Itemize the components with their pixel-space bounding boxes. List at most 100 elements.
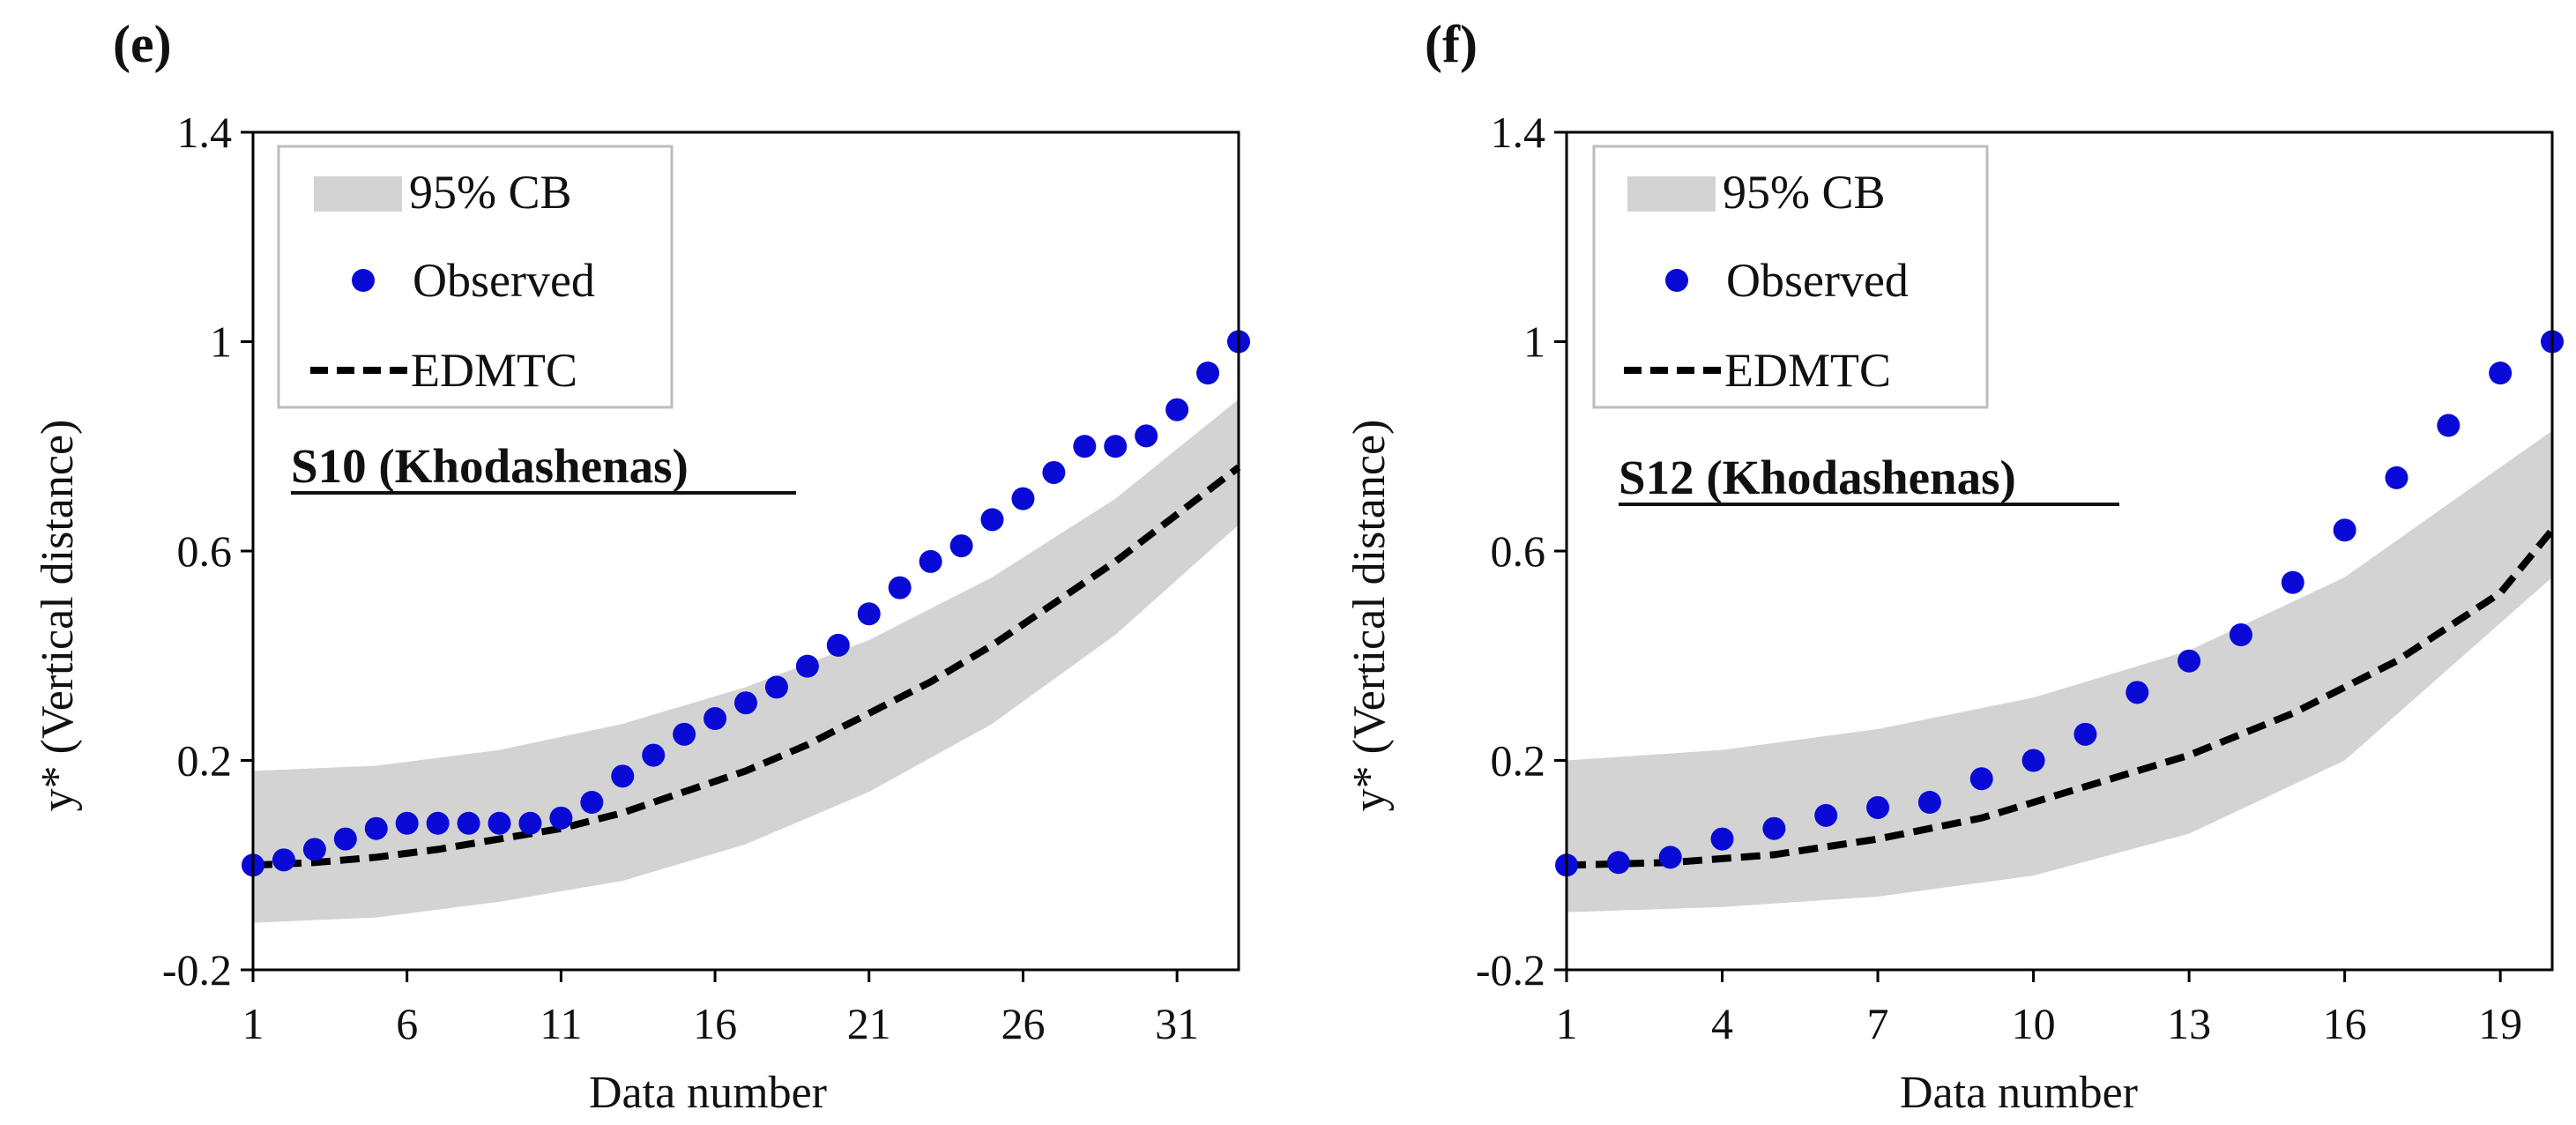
y-tick-label: -0.2 <box>1476 945 1545 995</box>
model-line <box>1566 527 2556 869</box>
observed-point <box>518 811 542 835</box>
x-tick-label: 26 <box>1001 999 1045 1048</box>
x-axis-title: Data number <box>1900 1068 2138 1118</box>
chart-svg-e: (e) y* (Vertical distance) Data number -… <box>33 15 1250 1118</box>
legend-band-swatch <box>1627 176 1716 212</box>
confidence-band <box>1567 430 2552 913</box>
y-tick-label: 1.4 <box>177 108 233 157</box>
observed-point <box>1104 435 1128 458</box>
observed-point <box>1658 846 1682 869</box>
observed-point <box>1710 827 1734 851</box>
legend-band-label: 95% CB <box>1723 166 1886 219</box>
observed-point <box>2073 722 2097 746</box>
legend-observed-label: Observed <box>1726 254 1909 307</box>
observed-point <box>2333 518 2356 542</box>
y-tick-label: 1 <box>210 317 232 367</box>
y-tick-label: -0.2 <box>162 945 232 995</box>
legend-band-label: 95% CB <box>409 166 572 219</box>
observed-point <box>826 633 850 657</box>
legend-model-label: EDMTC <box>1724 344 1891 397</box>
observed-point <box>1042 460 1066 484</box>
observed-point <box>1814 803 1838 827</box>
x-tick-label: 1 <box>1556 999 1578 1048</box>
observed-point <box>1866 795 1890 819</box>
observed-point <box>1762 816 1786 840</box>
observed-point <box>888 576 912 600</box>
confidence-band <box>253 399 1239 923</box>
x-tick-label: 1 <box>242 999 264 1048</box>
legend-observed-marker <box>1665 269 1688 292</box>
observed-point <box>2126 681 2149 704</box>
observed-point <box>1196 361 1220 385</box>
observed-point <box>488 811 511 835</box>
x-tick-label: 6 <box>396 999 418 1048</box>
x-tick-label: 16 <box>2323 999 2367 1048</box>
x-tick-label: 4 <box>1711 999 1733 1048</box>
x-tick-label: 10 <box>2012 999 2056 1048</box>
observed-point <box>673 722 696 746</box>
plot-area: -0.2 0.2 0.6 1 1.4 1 4 7 10 13 16 19 <box>1476 108 2564 1048</box>
observed-point <box>1073 435 1097 458</box>
y-axis-title: y* (Vertical distance) <box>1344 420 1395 812</box>
x-tick-label: 11 <box>540 999 582 1048</box>
observed-point <box>642 743 666 767</box>
plot-area: -0.20.20.611.41 6 11 16 21 26 31 <box>162 108 1250 1048</box>
observed-point <box>704 707 727 730</box>
observed-point <box>611 764 635 788</box>
observed-point <box>919 549 942 573</box>
observed-point <box>2021 749 2045 772</box>
observed-point <box>580 791 604 814</box>
observed-point <box>364 816 388 840</box>
chart-svg-f: (f) y* (Vertical distance) Data number -… <box>1344 15 2564 1118</box>
y-tick-label: 0.2 <box>1491 736 1546 786</box>
observed-point <box>395 811 419 835</box>
observed-point <box>1917 791 1941 814</box>
observed-point <box>795 654 819 678</box>
observed-point <box>549 806 573 830</box>
observed-point <box>2385 466 2408 489</box>
observed-point <box>2489 361 2513 385</box>
observed-point <box>2178 649 2201 673</box>
observed-point <box>2229 623 2252 646</box>
chart-panel-f: (f) y* (Vertical distance) Data number -… <box>1314 0 2576 1125</box>
observed-point <box>302 838 326 861</box>
y-tick-label: 0.2 <box>177 736 233 786</box>
legend-observed-label: Observed <box>413 254 595 307</box>
observed-point <box>980 508 1004 532</box>
legend-band-swatch <box>314 176 402 212</box>
panel-label: (f) <box>1425 15 1478 73</box>
x-tick-label: 19 <box>2478 999 2522 1048</box>
x-tick-label: 21 <box>847 999 891 1048</box>
chart-panel-e: (e) y* (Vertical distance) Data number -… <box>33 15 1250 1118</box>
x-axis-title: Data number <box>589 1068 827 1118</box>
observed-point <box>457 811 480 835</box>
observed-point <box>764 675 788 699</box>
y-tick-label: 0.6 <box>177 526 233 576</box>
observed-point <box>426 811 450 835</box>
observed-point <box>2281 570 2304 594</box>
observed-point <box>1011 487 1035 510</box>
observed-point <box>1606 851 1630 875</box>
observed-point <box>857 602 881 626</box>
observed-point <box>949 534 973 558</box>
model-line <box>252 464 1241 869</box>
x-tick-label: 16 <box>693 999 737 1048</box>
legend-model-label: EDMTC <box>411 344 577 397</box>
observed-point <box>1969 767 1993 791</box>
observed-point <box>1135 424 1158 448</box>
station-label: S12 (Khodashenas) <box>1619 451 2016 504</box>
observed-point <box>333 827 357 851</box>
x-tick-label: 31 <box>1155 999 1199 1048</box>
observed-point <box>1165 398 1189 421</box>
observed-point <box>2437 413 2461 437</box>
observed-point <box>272 848 295 872</box>
x-tick-label: 13 <box>2167 999 2211 1048</box>
station-label: S10 (Khodashenas) <box>291 439 689 493</box>
y-tick-label: 1 <box>1523 317 1545 367</box>
y-axis-title: y* (Vertical distance) <box>33 420 83 812</box>
x-tick-label: 7 <box>1867 999 1889 1048</box>
legend-observed-marker <box>352 269 375 292</box>
panel-label: (e) <box>113 15 172 73</box>
y-tick-label: 1.4 <box>1491 108 1546 157</box>
observed-point <box>734 691 757 715</box>
